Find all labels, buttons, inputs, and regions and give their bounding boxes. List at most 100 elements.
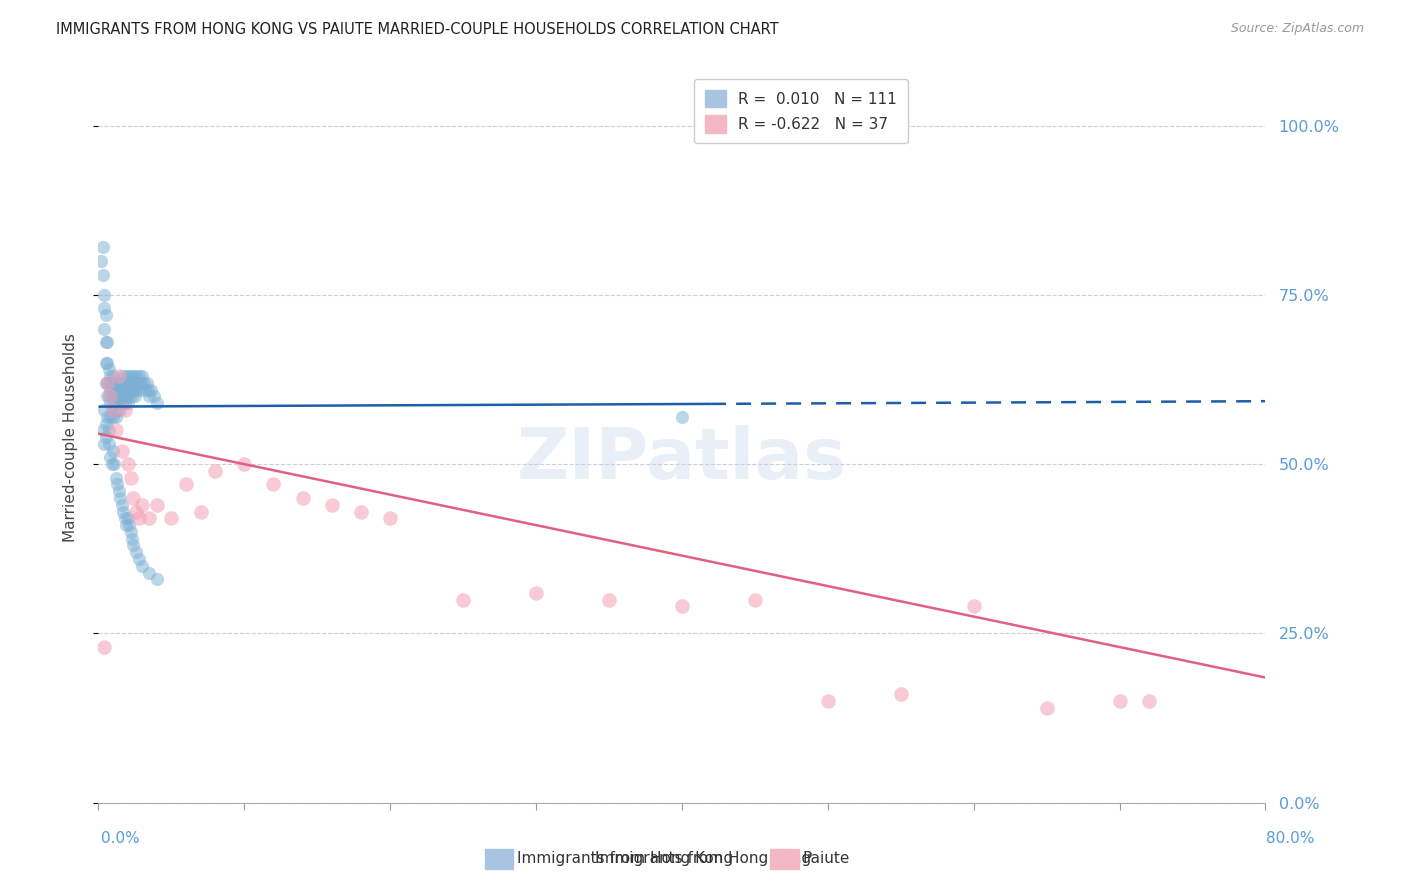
Point — [117, 457, 139, 471]
Point — [138, 566, 160, 580]
Point — [94, 335, 117, 350]
Point — [111, 369, 134, 384]
Point — [115, 518, 138, 533]
Point — [190, 505, 212, 519]
Text: IMMIGRANTS FROM HONG KONG VS PAIUTE MARRIED-COUPLE HOUSEHOLDS CORRELATION CHART: IMMIGRANTS FROM HONG KONG VS PAIUTE MARR… — [56, 22, 779, 37]
Point — [136, 383, 159, 397]
Point — [104, 383, 127, 397]
Point — [97, 376, 120, 390]
Y-axis label: Married-couple Households: Married-couple Households — [63, 333, 77, 541]
Point — [744, 592, 766, 607]
Point — [131, 498, 153, 512]
Point — [103, 457, 125, 471]
Point — [110, 389, 132, 403]
Point — [142, 389, 165, 403]
Point — [671, 599, 693, 614]
Point — [93, 288, 115, 302]
Point — [120, 471, 142, 485]
Point — [135, 376, 157, 390]
Point — [350, 505, 373, 519]
Point — [97, 362, 120, 376]
Point — [146, 572, 169, 586]
Point — [121, 389, 143, 403]
Point — [101, 443, 124, 458]
Point — [139, 383, 162, 397]
Point — [114, 396, 136, 410]
Point — [122, 383, 145, 397]
Point — [117, 369, 139, 384]
Legend: R =  0.010   N = 111, R = -0.622   N = 37: R = 0.010 N = 111, R = -0.622 N = 37 — [695, 79, 908, 144]
Text: Immigrants from Hong Kong: Immigrants from Hong Kong — [595, 851, 811, 865]
Point — [108, 396, 131, 410]
Point — [112, 505, 135, 519]
Point — [524, 586, 547, 600]
Point — [108, 484, 131, 499]
Point — [160, 511, 183, 525]
Point — [122, 538, 145, 552]
Point — [93, 437, 115, 451]
Point — [101, 409, 124, 424]
Point — [114, 403, 136, 417]
Point — [96, 376, 118, 390]
Point — [111, 443, 134, 458]
Point — [98, 383, 121, 397]
Point — [291, 491, 314, 505]
Point — [128, 552, 150, 566]
Text: Source: ZipAtlas.com: Source: ZipAtlas.com — [1230, 22, 1364, 36]
Point — [104, 396, 127, 410]
Point — [122, 369, 145, 384]
Point — [378, 511, 402, 525]
Text: Paiute: Paiute — [803, 851, 851, 865]
Point — [112, 376, 135, 390]
Point — [91, 423, 114, 437]
Point — [120, 524, 142, 539]
Point — [134, 383, 156, 397]
Point — [174, 477, 197, 491]
Point — [100, 457, 122, 471]
Point — [104, 471, 127, 485]
Point — [93, 301, 115, 316]
Point — [110, 376, 132, 390]
Point — [114, 511, 136, 525]
Point — [110, 491, 132, 505]
Point — [94, 430, 117, 444]
Point — [671, 409, 693, 424]
Point — [451, 592, 474, 607]
Point — [115, 389, 138, 403]
Point — [101, 403, 124, 417]
Point — [101, 396, 124, 410]
Point — [115, 376, 138, 390]
Point — [101, 369, 124, 384]
Text: ZIPatlas: ZIPatlas — [517, 425, 846, 493]
Point — [98, 396, 121, 410]
Point — [121, 376, 143, 390]
Point — [112, 389, 135, 403]
Point — [111, 498, 134, 512]
Point — [91, 268, 114, 282]
Point — [97, 423, 120, 437]
Point — [105, 477, 128, 491]
Point — [1108, 694, 1130, 708]
Point — [93, 322, 115, 336]
Point — [98, 409, 121, 424]
Point — [120, 369, 142, 384]
Point — [96, 355, 118, 369]
Point — [127, 376, 149, 390]
Point — [146, 498, 169, 512]
Point — [108, 383, 131, 397]
Point — [962, 599, 984, 614]
Point — [118, 389, 141, 403]
Point — [108, 369, 131, 384]
Point — [105, 376, 128, 390]
Point — [93, 640, 115, 654]
Point — [204, 464, 226, 478]
Point — [118, 376, 141, 390]
Point — [94, 417, 117, 431]
Point — [98, 369, 121, 384]
Point — [114, 369, 136, 384]
Point — [233, 457, 256, 471]
Point — [97, 437, 120, 451]
Point — [125, 545, 148, 559]
Point — [117, 396, 139, 410]
Point — [321, 498, 343, 512]
